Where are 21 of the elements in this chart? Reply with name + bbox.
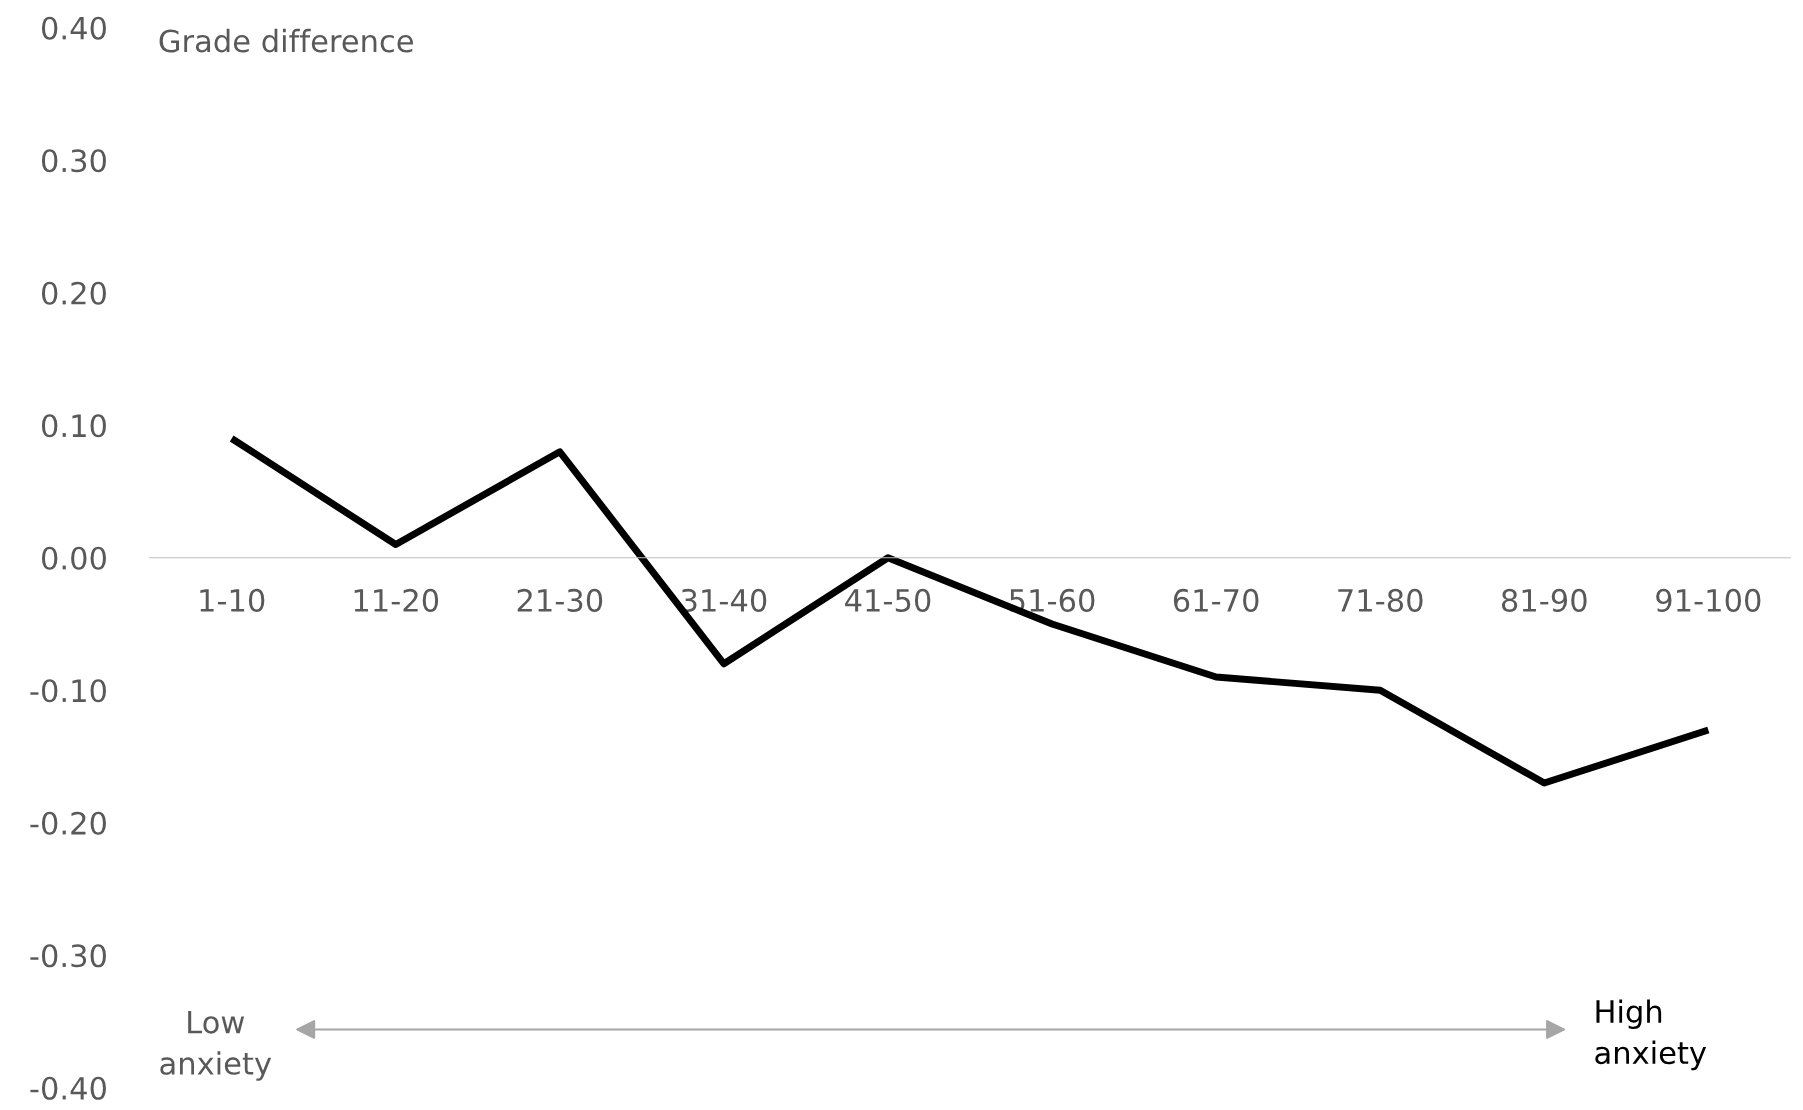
x-tick-label: 61-70 <box>1173 588 1259 612</box>
x-tick-label: 41-50 <box>845 588 931 612</box>
y-tick-label: 0.30 <box>41 149 106 173</box>
y-tick-label: -0.20 <box>30 811 106 835</box>
y-tick-label: 0.10 <box>41 414 106 438</box>
x-tick-label: 91-100 <box>1656 588 1761 612</box>
y-tick-label: 0.40 <box>41 16 106 40</box>
x-tick-label: 21-30 <box>517 588 603 612</box>
y-tick-label: -0.10 <box>30 679 106 703</box>
y-axis-title: Grade difference <box>159 28 413 53</box>
annotation: Low anxiety <box>160 1010 272 1081</box>
y-tick-label: -0.30 <box>30 944 106 968</box>
x-tick-label: 11-20 <box>354 588 439 612</box>
y-tick-label: 0.00 <box>41 546 106 570</box>
x-tick-label: 1-10 <box>200 588 265 612</box>
y-tick-label: -0.40 <box>30 1076 106 1100</box>
x-tick-label: 31-40 <box>681 588 767 612</box>
x-tick-label: 71-80 <box>1338 588 1423 612</box>
x-tick-label: 81-90 <box>1501 588 1587 612</box>
annotation: High anxiety <box>1595 999 1707 1071</box>
y-tick-label: 0.20 <box>41 281 106 305</box>
